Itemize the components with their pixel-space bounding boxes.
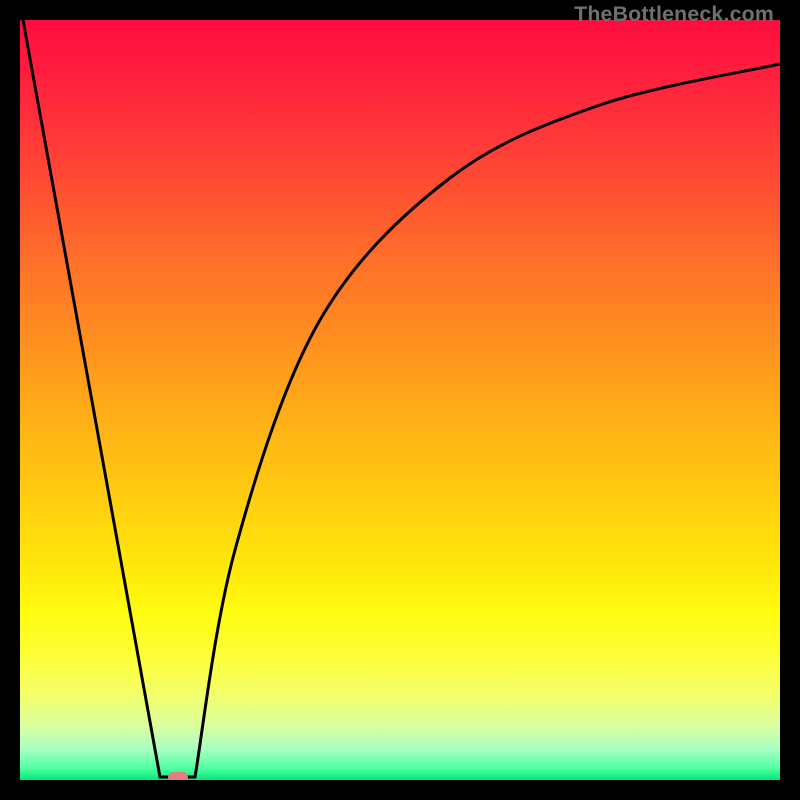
chart-frame: TheBottleneck.com <box>0 0 800 800</box>
bottleneck-curve <box>20 20 780 780</box>
plot-area <box>20 20 780 780</box>
